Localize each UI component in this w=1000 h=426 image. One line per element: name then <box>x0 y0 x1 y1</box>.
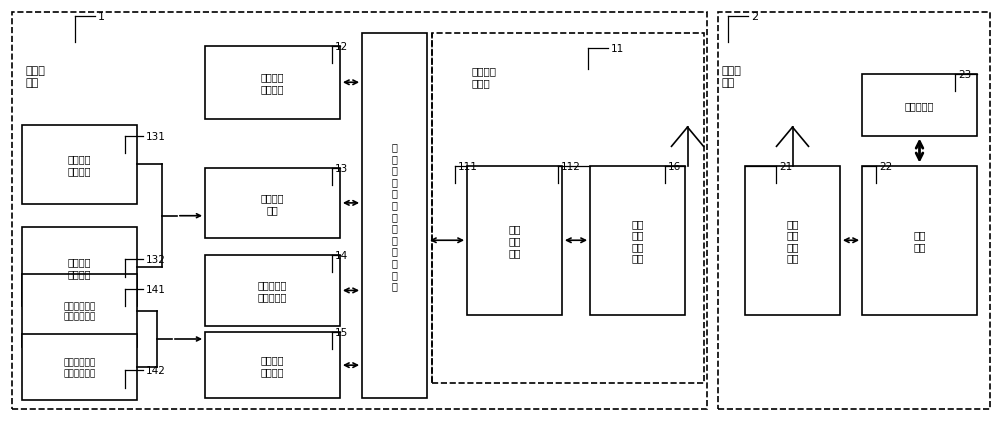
Text: 132: 132 <box>146 255 166 265</box>
Text: 2: 2 <box>751 12 758 22</box>
Text: 无线
数据
接收
系统: 无线 数据 接收 系统 <box>786 219 799 263</box>
Text: 13: 13 <box>335 163 348 173</box>
Bar <box>205 168 340 239</box>
Text: 111: 111 <box>458 161 478 171</box>
Text: 智能
决策
系统: 智能 决策 系统 <box>508 224 521 257</box>
Text: 第三方设备: 第三方设备 <box>905 101 934 110</box>
Bar <box>745 166 840 315</box>
Bar <box>12 13 707 409</box>
Bar <box>718 13 990 409</box>
Text: 112: 112 <box>561 161 581 171</box>
Text: 下位机
系统: 下位机 系统 <box>25 66 45 88</box>
Text: 142: 142 <box>146 366 166 376</box>
Text: 卫星信号
处理系统: 卫星信号 处理系统 <box>68 256 91 278</box>
Text: 16: 16 <box>668 161 681 171</box>
Text: 12: 12 <box>335 42 348 52</box>
Bar <box>205 332 340 398</box>
Bar <box>22 228 137 307</box>
Text: 多
模
式
协
同
导
航
数
据
融
合
系
统: 多 模 式 协 同 导 航 数 据 融 合 系 统 <box>392 142 397 291</box>
Text: 无线传感网
络定位系统: 无线传感网 络定位系统 <box>258 280 287 302</box>
Text: 22: 22 <box>879 161 892 171</box>
Text: 无线传感网络
信号处理系统: 无线传感网络 信号处理系统 <box>63 358 96 377</box>
Text: 21: 21 <box>779 161 792 171</box>
Text: 23: 23 <box>958 69 971 80</box>
Bar <box>590 166 685 315</box>
Text: 智能惯性
导航系统: 智能惯性 导航系统 <box>261 72 284 94</box>
Text: 141: 141 <box>146 285 166 295</box>
Bar <box>467 166 562 315</box>
Bar <box>205 47 340 119</box>
Bar <box>205 256 340 326</box>
Text: 无线传感网络
信号接收系统: 无线传感网络 信号接收系统 <box>63 301 96 321</box>
Bar <box>432 34 704 383</box>
Text: 地图匹配
导航系统: 地图匹配 导航系统 <box>261 354 284 376</box>
Text: 接口
模块: 接口 模块 <box>913 230 926 251</box>
Bar <box>862 75 977 136</box>
Bar <box>862 166 977 315</box>
Text: 14: 14 <box>335 250 348 261</box>
Text: 中央控制
器系统: 中央控制 器系统 <box>472 66 497 88</box>
Text: 上位机
系统: 上位机 系统 <box>722 66 742 88</box>
Bar <box>22 126 137 204</box>
Text: 卫星信号
接收系统: 卫星信号 接收系统 <box>68 154 91 176</box>
Bar <box>362 34 427 398</box>
Text: 卫星导航
系统: 卫星导航 系统 <box>261 193 284 214</box>
Bar <box>22 334 137 400</box>
Text: 15: 15 <box>335 327 348 337</box>
Text: 1: 1 <box>98 12 105 22</box>
Text: 无线
数据
发送
系统: 无线 数据 发送 系统 <box>631 219 644 263</box>
Text: 131: 131 <box>146 131 166 141</box>
Bar <box>22 275 137 347</box>
Text: 11: 11 <box>611 44 624 54</box>
